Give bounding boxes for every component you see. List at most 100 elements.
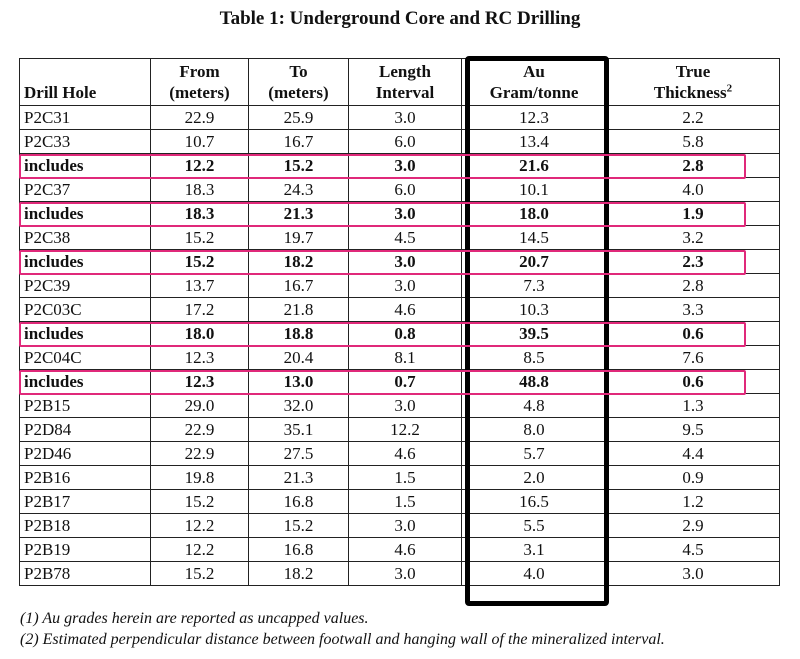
cell-thickness: 2.9 xyxy=(606,513,780,538)
table-row: P2C03C 17.2 21.8 4.6 10.3 3.3 xyxy=(19,297,780,322)
cell-au: 13.4 xyxy=(461,129,607,154)
table-row: P2B78 15.2 18.2 3.0 4.0 3.0 xyxy=(19,561,780,586)
cell-thickness: 7.6 xyxy=(606,345,780,370)
cell-to: 21.3 xyxy=(248,201,349,226)
cell-au: 39.5 xyxy=(461,321,607,346)
cell-au: 4.0 xyxy=(461,561,607,586)
cell-drill-hole: includes xyxy=(19,369,151,394)
header-from: From (meters) xyxy=(150,58,249,106)
cell-length: 3.0 xyxy=(348,561,462,586)
cell-thickness: 0.9 xyxy=(606,465,780,490)
cell-to: 16.7 xyxy=(248,129,349,154)
cell-drill-hole: P2B78 xyxy=(19,561,151,586)
header-length: Length Interval xyxy=(348,58,462,106)
cell-from: 15.2 xyxy=(150,249,249,274)
cell-from: 13.7 xyxy=(150,273,249,298)
cell-au: 5.7 xyxy=(461,441,607,466)
cell-au: 14.5 xyxy=(461,225,607,250)
table-row: P2C37 18.3 24.3 6.0 10.1 4.0 xyxy=(19,177,780,202)
cell-to: 32.0 xyxy=(248,393,349,418)
cell-au: 2.0 xyxy=(461,465,607,490)
cell-thickness: 0.6 xyxy=(606,321,780,346)
cell-length: 4.5 xyxy=(348,225,462,250)
table-row: includes 18.3 21.3 3.0 18.0 1.9 xyxy=(19,201,780,226)
cell-to: 27.5 xyxy=(248,441,349,466)
cell-length: 1.5 xyxy=(348,489,462,514)
cell-from: 22.9 xyxy=(150,417,249,442)
table-row: includes 12.3 13.0 0.7 48.8 0.6 xyxy=(19,369,780,394)
table-row: P2C04C 12.3 20.4 8.1 8.5 7.6 xyxy=(19,345,780,370)
cell-to: 15.2 xyxy=(248,153,349,178)
table-row: P2D46 22.9 27.5 4.6 5.7 4.4 xyxy=(19,441,780,466)
cell-au: 4.8 xyxy=(461,393,607,418)
cell-from: 10.7 xyxy=(150,129,249,154)
cell-from: 22.9 xyxy=(150,441,249,466)
cell-thickness: 2.8 xyxy=(606,153,780,178)
cell-drill-hole: P2C33 xyxy=(19,129,151,154)
cell-drill-hole: P2C03C xyxy=(19,297,151,322)
cell-drill-hole: includes xyxy=(19,201,151,226)
cell-drill-hole: includes xyxy=(19,321,151,346)
header-to: To (meters) xyxy=(248,58,349,106)
cell-to: 13.0 xyxy=(248,369,349,394)
cell-from: 15.2 xyxy=(150,561,249,586)
cell-au: 7.3 xyxy=(461,273,607,298)
cell-length: 4.6 xyxy=(348,441,462,466)
cell-length: 0.8 xyxy=(348,321,462,346)
cell-drill-hole: P2C39 xyxy=(19,273,151,298)
drilling-table: Drill Hole From (meters) To (meters) Lengt… xyxy=(19,58,780,586)
cell-drill-hole: P2C04C xyxy=(19,345,151,370)
cell-thickness: 4.0 xyxy=(606,177,780,202)
table-row: P2B19 12.2 16.8 4.6 3.1 4.5 xyxy=(19,537,780,562)
table-row: P2C31 22.9 25.9 3.0 12.3 2.2 xyxy=(19,105,780,130)
cell-drill-hole: P2C31 xyxy=(19,105,151,130)
cell-drill-hole: P2B19 xyxy=(19,537,151,562)
cell-length: 6.0 xyxy=(348,129,462,154)
cell-to: 18.8 xyxy=(248,321,349,346)
cell-thickness: 3.2 xyxy=(606,225,780,250)
cell-thickness: 1.3 xyxy=(606,393,780,418)
cell-au: 16.5 xyxy=(461,489,607,514)
cell-to: 18.2 xyxy=(248,561,349,586)
cell-from: 12.2 xyxy=(150,537,249,562)
table-body: P2C31 22.9 25.9 3.0 12.3 2.2 P2C33 10.7 16.7 6.0 1… xyxy=(19,105,780,586)
cell-to: 16.8 xyxy=(248,537,349,562)
cell-length: 1.5 xyxy=(348,465,462,490)
cell-drill-hole: P2B15 xyxy=(19,393,151,418)
table-title: Table 1: Underground Core and RC Drillin… xyxy=(219,8,581,29)
cell-to: 25.9 xyxy=(248,105,349,130)
cell-to: 20.4 xyxy=(248,345,349,370)
cell-to: 35.1 xyxy=(248,417,349,442)
cell-from: 15.2 xyxy=(150,225,249,250)
cell-to: 15.2 xyxy=(248,513,349,538)
table-row: P2B17 15.2 16.8 1.5 16.5 1.2 xyxy=(19,489,780,514)
cell-thickness: 4.4 xyxy=(606,441,780,466)
cell-thickness: 4.5 xyxy=(606,537,780,562)
cell-to: 16.7 xyxy=(248,273,349,298)
table-row: includes 15.2 18.2 3.0 20.7 2.3 xyxy=(19,249,780,274)
cell-length: 3.0 xyxy=(348,273,462,298)
header-true-thickness: True Thickness2 xyxy=(606,58,780,106)
table-row: P2D84 22.9 35.1 12.2 8.0 9.5 xyxy=(19,417,780,442)
cell-length: 4.6 xyxy=(348,297,462,322)
cell-length: 3.0 xyxy=(348,249,462,274)
cell-au: 18.0 xyxy=(461,201,607,226)
cell-drill-hole: P2B16 xyxy=(19,465,151,490)
cell-length: 0.7 xyxy=(348,369,462,394)
cell-length: 3.0 xyxy=(348,153,462,178)
footnotes: (1) Au grades herein are reported as unc… xyxy=(20,608,665,650)
cell-from: 19.8 xyxy=(150,465,249,490)
table-row: P2B18 12.2 15.2 3.0 5.5 2.9 xyxy=(19,513,780,538)
cell-au: 8.5 xyxy=(461,345,607,370)
cell-thickness: 1.2 xyxy=(606,489,780,514)
table-row: P2C38 15.2 19.7 4.5 14.5 3.2 xyxy=(19,225,780,250)
cell-au: 10.1 xyxy=(461,177,607,202)
header-row: Drill Hole From (meters) To (meters) Lengt… xyxy=(19,58,780,106)
table-row: includes 12.2 15.2 3.0 21.6 2.8 xyxy=(19,153,780,178)
cell-from: 18.3 xyxy=(150,201,249,226)
cell-length: 3.0 xyxy=(348,513,462,538)
cell-au: 21.6 xyxy=(461,153,607,178)
cell-au: 3.1 xyxy=(461,537,607,562)
cell-to: 21.3 xyxy=(248,465,349,490)
table-row: includes 18.0 18.8 0.8 39.5 0.6 xyxy=(19,321,780,346)
